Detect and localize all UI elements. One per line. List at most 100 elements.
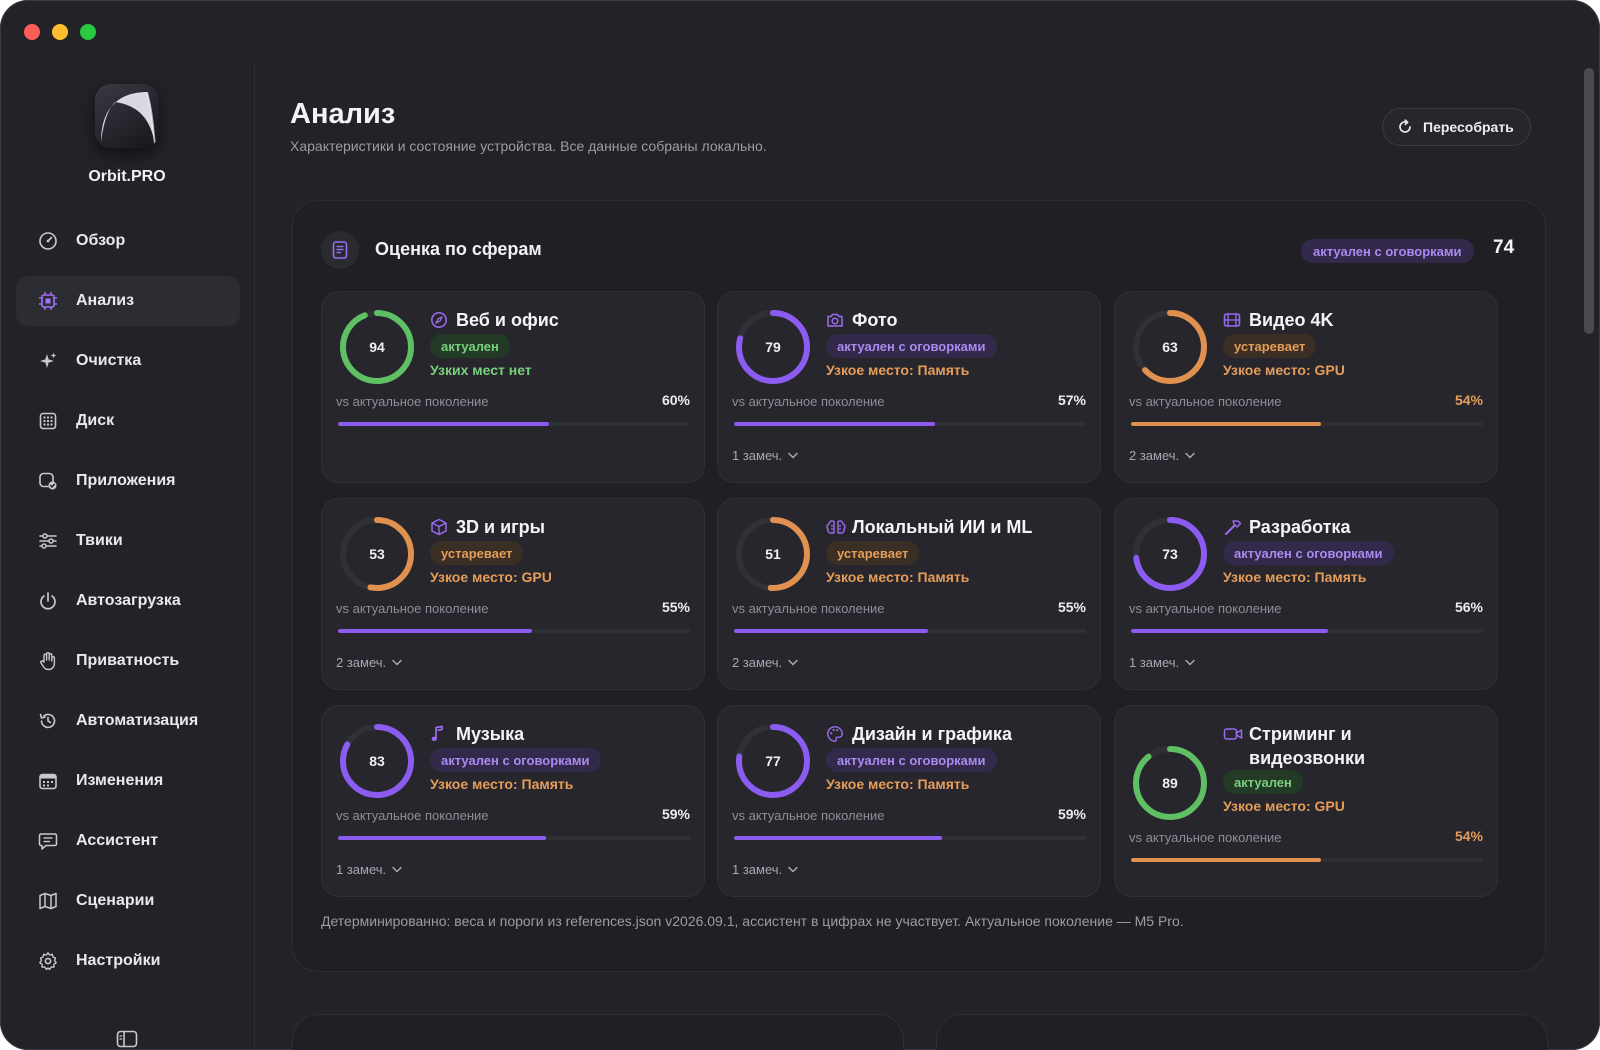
- sidebar-item-0[interactable]: Обзор: [16, 216, 240, 266]
- bottleneck-text: Узкое место: Память: [826, 776, 970, 792]
- hand-icon: [38, 651, 58, 671]
- gauge-icon: [38, 231, 58, 251]
- sidebar-item-9[interactable]: Изменения: [16, 756, 240, 806]
- comparison-bar-fill: [1131, 858, 1322, 862]
- sidebar-item-7[interactable]: Приватность: [16, 636, 240, 686]
- sidebar-item-5[interactable]: Твики: [16, 516, 240, 566]
- bottleneck-text: Узких мест нет: [430, 362, 532, 378]
- app-check-icon: [38, 471, 58, 491]
- overall-status-badge: актуален с оговорками: [1301, 239, 1474, 263]
- close-window-button[interactable]: [24, 24, 40, 40]
- sidebar-item-6[interactable]: Автозагрузка: [16, 576, 240, 626]
- status-badge: актуален с оговорками: [430, 748, 601, 772]
- sidebar-toggle-icon[interactable]: [116, 1030, 138, 1048]
- chevron-down-icon: [1185, 452, 1195, 459]
- gear-icon: [38, 951, 58, 971]
- overall-score: 74: [1493, 237, 1515, 258]
- card-title: Локальный ИИ и ML: [852, 517, 1033, 537]
- sidebar-item-3[interactable]: Диск: [16, 396, 240, 446]
- main-content: Анализ Характеристики и состояние устрой…: [254, 64, 1600, 1050]
- status-badge: актуален: [430, 334, 510, 358]
- domain-card[interactable]: 83 Музыка актуален с оговорками Узкое место…: [321, 705, 705, 897]
- sidebar-item-label: Настройки: [76, 952, 161, 969]
- remarks-label: 2 замеч.: [732, 655, 783, 670]
- sidebar-item-label: Автоматизация: [76, 712, 199, 729]
- comparison-label: vs актуальное поколение: [1129, 830, 1282, 845]
- app-name: Orbit.PRO: [88, 168, 166, 185]
- comparison-label: vs актуальное поколение: [1129, 601, 1282, 616]
- minimize-window-button[interactable]: [52, 24, 68, 40]
- bottleneck-text: Узкое место: GPU: [1223, 362, 1345, 378]
- sidebar-item-11[interactable]: Сценарии: [16, 876, 240, 926]
- card-title: Разработка: [1249, 517, 1351, 537]
- comparison-bar-fill: [734, 629, 928, 633]
- remarks-toggle[interactable]: 2 замеч.: [1129, 448, 1195, 463]
- comparison-percent: 57%: [1057, 392, 1086, 408]
- scrollbar-thumb[interactable]: [1584, 68, 1594, 334]
- panel-title: Оценка по сферам: [375, 239, 542, 259]
- document-icon: [321, 231, 359, 269]
- comparison-bar: [338, 629, 690, 633]
- domain-card[interactable]: 53 3D и игры устаревает Узкое место: GPU vs …: [321, 498, 705, 690]
- status-badge: устаревает: [1223, 334, 1317, 358]
- zoom-window-button[interactable]: [80, 24, 96, 40]
- sidebar-item-label: Очистка: [76, 352, 142, 369]
- score-value: 94: [369, 339, 385, 355]
- score-ring: [736, 724, 810, 798]
- remarks-toggle[interactable]: 1 замеч.: [732, 448, 798, 463]
- page-title: Анализ: [290, 98, 396, 130]
- comparison-percent: 55%: [661, 599, 690, 615]
- comparison-percent: 60%: [661, 392, 690, 408]
- comparison-bar-fill: [1131, 629, 1329, 633]
- score-value: 83: [369, 753, 385, 769]
- comparison-label: vs актуальное поколение: [336, 601, 489, 616]
- remarks-toggle[interactable]: 2 замеч.: [336, 655, 402, 670]
- score-value: 79: [765, 339, 781, 355]
- comparison-bar: [338, 422, 690, 426]
- sliders-icon: [38, 531, 58, 551]
- sidebar-item-8[interactable]: Автоматизация: [16, 696, 240, 746]
- remarks-label: 1 замеч.: [732, 862, 783, 877]
- bottleneck-text: Узкое место: Память: [1223, 569, 1367, 585]
- status-badge: актуален с оговорками: [826, 334, 997, 358]
- chat-icon: [38, 831, 58, 851]
- domain-card[interactable]: 63 Видео 4K устаревает Узкое место: GPU vs а…: [1114, 291, 1498, 483]
- score-value: 89: [1162, 775, 1178, 791]
- rebuild-button[interactable]: Пересобрать: [1382, 108, 1531, 146]
- status-badge: устаревает: [826, 541, 920, 565]
- remarks-toggle[interactable]: 1 замеч.: [1129, 655, 1195, 670]
- sidebar-item-2[interactable]: Очистка: [16, 336, 240, 386]
- clock-rotate-icon: [38, 711, 58, 731]
- comparison-percent: 54%: [1454, 828, 1483, 844]
- sidebar-item-label: Сценарии: [76, 892, 155, 909]
- comparison-bar: [734, 836, 1086, 840]
- remarks-label: 1 замеч.: [1129, 655, 1180, 670]
- refresh-icon: [1399, 119, 1411, 133]
- score-ring: [340, 517, 414, 591]
- brain-icon: [826, 518, 846, 536]
- sidebar-item-12[interactable]: Настройки: [16, 936, 240, 986]
- chevron-down-icon: [1185, 659, 1195, 666]
- sidebar-item-4[interactable]: Приложения: [16, 456, 240, 506]
- comparison-label: vs актуальное поколение: [732, 394, 885, 409]
- remarks-toggle[interactable]: 1 замеч.: [732, 862, 798, 877]
- domain-card[interactable]: 51 Локальный ИИ и ML устаревает Узкое место…: [717, 498, 1101, 690]
- remarks-toggle[interactable]: 1 замеч.: [336, 862, 402, 877]
- domain-card[interactable]: 79 Фото актуален с оговорками Узкое место: …: [717, 291, 1101, 483]
- domain-card[interactable]: 89 Стриминг и видеозвонки актуален Узкое ме…: [1114, 705, 1498, 897]
- domain-scores-panel: Оценка по сферам актуален с оговорками 7…: [292, 200, 1546, 972]
- comparison-bar: [734, 629, 1086, 633]
- score-value: 63: [1162, 339, 1178, 355]
- remarks-toggle[interactable]: 2 замеч.: [732, 655, 798, 670]
- bottleneck-text: Узкое место: GPU: [430, 569, 552, 585]
- domain-card[interactable]: 73 Разработка актуален с оговорками Узкое м…: [1114, 498, 1498, 690]
- sidebar-item-1[interactable]: Анализ: [16, 276, 240, 326]
- remarks-label: 2 замеч.: [336, 655, 387, 670]
- domain-card[interactable]: 77 Дизайн и графика актуален с оговорками У…: [717, 705, 1101, 897]
- comparison-bar-fill: [734, 422, 935, 426]
- sidebar-item-10[interactable]: Ассистент: [16, 816, 240, 866]
- score-value: 73: [1162, 546, 1178, 562]
- bottleneck-text: Узкое место: Память: [826, 362, 970, 378]
- domain-card[interactable]: 94 Веб и офис актуален Узких мест нет vs акт…: [321, 291, 705, 483]
